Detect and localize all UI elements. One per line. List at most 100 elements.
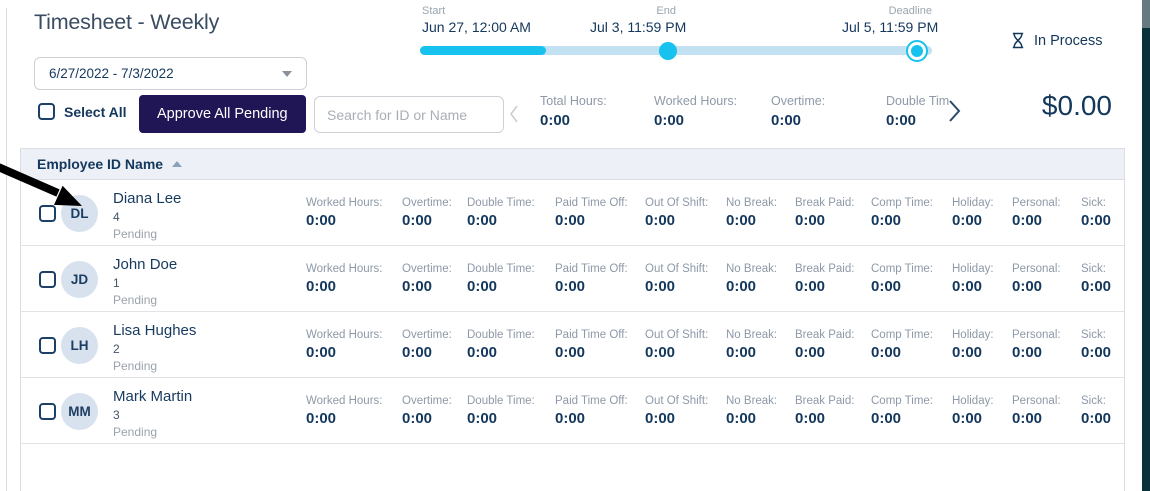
stat-label: Overtime: [402,329,452,341]
employee-status: Pending [113,227,158,241]
stat-value: 0:00 [795,278,826,295]
stat-value: 0:00 [1012,278,1043,295]
stat-label: No Break: [726,329,778,341]
stat-value: 0:00 [467,344,498,361]
stat-label: Out Of Shift: [645,395,709,407]
stat-value: 0:00 [726,278,757,295]
stat-value: 0:00 [555,344,586,361]
stat-value: 0:00 [306,344,337,361]
stat-label: Personal: [1012,329,1061,341]
timeline-deadline-label: Deadline [888,5,932,17]
stat-label: Comp Time: [871,263,933,275]
stat-label: Personal: [1012,263,1061,275]
stat-cell: Double Time: 0:00 [467,263,555,295]
left-edge-divider [6,8,7,491]
sort-ascending-icon [172,161,183,167]
stat-value: 0:00 [871,278,902,295]
row-checkbox[interactable] [39,205,56,222]
chevron-left-icon[interactable] [509,104,519,124]
select-all: Select All [38,103,127,120]
stat-label: Out Of Shift: [645,197,709,209]
summary-stat-label: Double Tim [886,94,950,108]
stat-label: Holiday: [952,329,994,341]
page-title: Timesheet - Weekly [34,10,220,34]
employee-info: Mark Martin 3 Pending [113,388,192,439]
stat-label: Break Paid: [795,197,855,209]
employee-name[interactable]: John Doe [113,256,178,273]
stat-value: 0:00 [726,212,757,229]
stat-value: 0:00 [952,410,983,427]
stat-value: 0:00 [1081,278,1112,295]
select-all-checkbox[interactable] [38,103,55,120]
table-row[interactable]: DL Diana Lee 4 Pending Worked Hours: 0:0… [21,180,1124,246]
table-row[interactable]: JD John Doe 1 Pending Worked Hours: 0:00… [21,246,1124,312]
employee-status: Pending [113,425,158,439]
table-header-employee-id-name[interactable]: Employee ID Name [21,149,1124,180]
timeline-end: End Jul 3, 11:59 PM [590,5,686,35]
stat-value: 0:00 [1012,212,1043,229]
stat-label: Overtime: [402,263,452,275]
employee-info: John Doe 1 Pending [113,256,177,307]
stat-label: Sick: [1081,197,1106,209]
stat-value: 0:00 [306,278,337,295]
stat-label: Out Of Shift: [645,329,709,341]
date-range-select[interactable]: 6/27/2022 - 7/3/2022 [34,57,307,90]
stat-cell: Break Paid: 0:00 [795,197,871,229]
window-edge-stripe-thumb [1142,0,1150,28]
stat-cell: Paid Time Off: 0:00 [555,197,645,229]
stat-cell: Paid Time Off: 0:00 [555,329,645,361]
stat-value: 0:00 [795,344,826,361]
timeline-deadline: Deadline Jul 5, 11:59 PM [842,5,938,35]
stat-value: 0:00 [952,278,983,295]
stat-cell: Sick: 0:00 [1081,197,1126,229]
timeline-track [420,40,932,62]
timeline-deadline-marker-core [911,45,923,57]
chevron-right-icon[interactable] [948,99,961,123]
stat-cell: Personal: 0:00 [1012,395,1081,427]
summary-stat: Worked Hours: 0:00 [654,94,771,129]
employee-status: Pending [113,359,158,373]
row-checkbox[interactable] [39,271,56,288]
table-row[interactable]: MM Mark Martin 3 Pending Worked Hours: 0… [21,378,1124,444]
stat-label: Break Paid: [795,263,855,275]
stat-label: No Break: [726,197,778,209]
stat-value: 0:00 [1012,410,1043,427]
employee-name[interactable]: Lisa Hughes [113,322,197,339]
stat-label: Holiday: [952,263,994,275]
chevron-down-icon [282,70,292,77]
summary-stat-value: 0:00 [886,112,917,129]
stat-label: Overtime: [402,395,452,407]
row-checkbox[interactable] [39,337,56,354]
stat-label: Worked Hours: [306,395,383,407]
stat-label: Double Time: [467,263,535,275]
stat-value: 0:00 [645,344,676,361]
stat-cell: Sick: 0:00 [1081,395,1126,427]
stat-value: 0:00 [555,410,586,427]
stat-label: Worked Hours: [306,197,383,209]
stat-value: 0:00 [795,212,826,229]
avatar-initials: JD [70,272,89,287]
stat-label: Double Time: [467,395,535,407]
table-body: DL Diana Lee 4 Pending Worked Hours: 0:0… [21,180,1124,444]
stat-value: 0:00 [1081,410,1112,427]
stat-cell: Sick: 0:00 [1081,263,1126,295]
stat-value: 0:00 [871,212,902,229]
summary-stat-label: Worked Hours: [654,94,738,108]
row-checkbox[interactable] [39,403,56,420]
table-row[interactable]: LH Lisa Hughes 2 Pending Worked Hours: 0… [21,312,1124,378]
search-input[interactable] [314,96,504,133]
stat-cell: Break Paid: 0:00 [795,395,871,427]
row-stats: Worked Hours: 0:00 Overtime: 0:00 Double… [306,263,1126,295]
employee-name[interactable]: Mark Martin [113,388,193,405]
stat-value: 0:00 [871,344,902,361]
stat-cell: Holiday: 0:00 [952,395,1012,427]
approve-all-pending-button[interactable]: Approve All Pending [139,95,306,133]
status-label: In Process [1034,32,1103,49]
stat-label: Comp Time: [871,197,933,209]
employee-name[interactable]: Diana Lee [113,190,182,207]
table-header-label: Employee ID Name [37,156,164,172]
avatar: JD [61,261,98,298]
avatar-initials: MM [68,404,91,419]
stat-cell: Overtime: 0:00 [402,395,467,427]
stat-value: 0:00 [645,410,676,427]
